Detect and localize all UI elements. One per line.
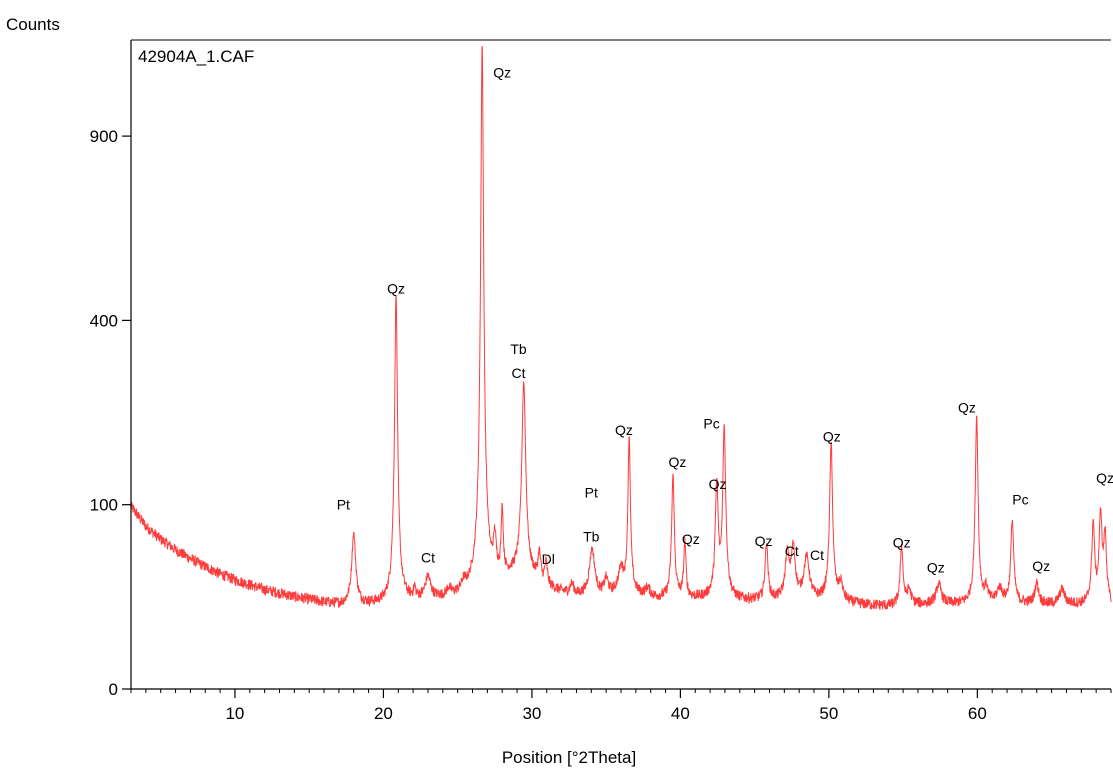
peak-label: Qz (893, 534, 911, 550)
peak-label: Qz (823, 429, 841, 445)
peak-label: Qz (615, 422, 633, 438)
y-tick-label: 400 (90, 311, 118, 330)
peak-label: Ct (421, 550, 435, 566)
peak-label: Qz (682, 531, 700, 547)
peak-label: Ct (785, 543, 799, 559)
x-tick-label: 10 (225, 704, 244, 723)
x-tick-label: 50 (819, 704, 838, 723)
peak-label: Pt (337, 496, 350, 512)
x-axis-title: Position [°2Theta] (502, 748, 636, 767)
peak-label: Qz (1096, 470, 1113, 486)
diffraction-pattern-line (130, 46, 1112, 611)
x-ticks: 10 20 30 40 50 60 (225, 689, 987, 723)
x-tick-label: 60 (968, 704, 987, 723)
peak-label: Qz (493, 65, 511, 81)
y-tick-label: 900 (90, 127, 118, 146)
peak-label: Pc (1012, 492, 1028, 508)
peak-label: Ct (810, 547, 824, 563)
sample-name: 42904A_1.CAF (138, 47, 254, 66)
peak-label: Tb (583, 529, 600, 545)
peak-label: Qz (755, 533, 773, 549)
peak-label: Qz (668, 454, 686, 470)
y-ticks: 0 100 400 900 (90, 127, 131, 699)
peak-label: Qz (1032, 558, 1050, 574)
peak-label: Qz (709, 476, 727, 492)
peak-label: Pt (585, 484, 598, 500)
y-axis-title: Counts (6, 15, 60, 34)
peak-label: Qz (387, 281, 405, 297)
y-tick-label: 100 (90, 496, 118, 515)
peak-labels: Qz Qz Pt Ct Tb Ct Dl Pt Tb Qz Qz Qz Pc Qz Qz Ct Ct Qz Qz Qz… (337, 65, 1113, 576)
x-tick-label: 40 (671, 704, 690, 723)
y-tick-label: 0 (109, 680, 118, 699)
peak-label: Qz (958, 400, 976, 416)
peak-label: Dl (542, 551, 555, 567)
x-minor-ticks (130, 689, 1112, 693)
peak-label: Ct (512, 365, 526, 381)
series-line-layer (130, 46, 1112, 611)
peak-label: Qz (927, 559, 945, 575)
x-tick-label: 30 (522, 704, 541, 723)
axes: 10 20 30 40 50 60 0 100 400 900 (90, 40, 1112, 723)
peak-label: Pc (703, 415, 719, 431)
x-tick-label: 20 (374, 704, 393, 723)
peak-label: Tb (510, 341, 527, 357)
